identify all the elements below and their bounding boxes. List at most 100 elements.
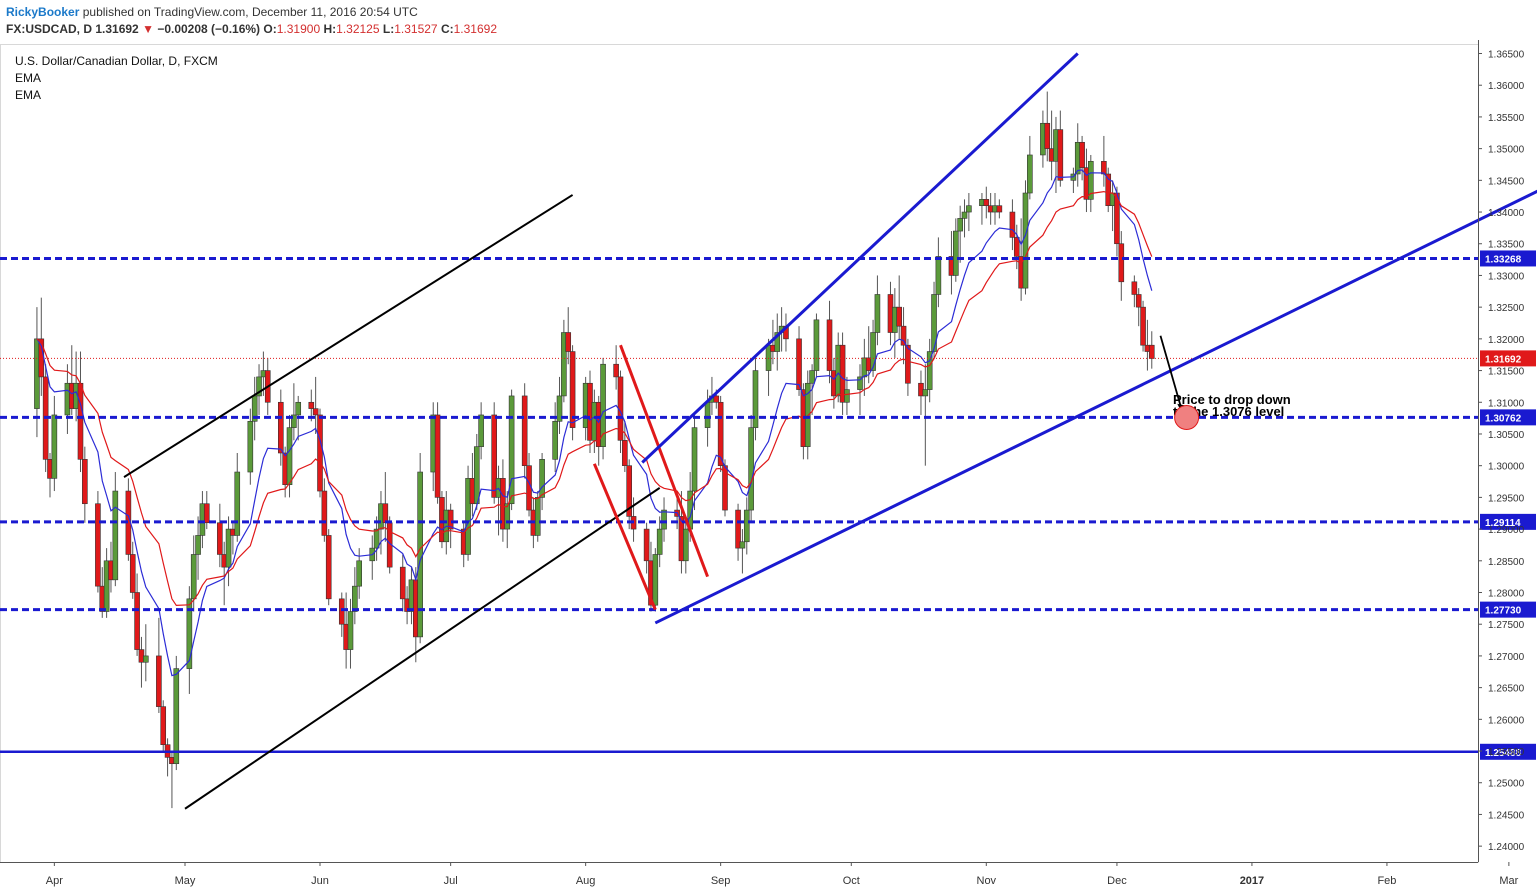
candle-body bbox=[900, 325, 907, 346]
annotation: Price to drop down to the 1.3076 level bbox=[1173, 392, 1291, 430]
y-tick-label: 1.27500 bbox=[1488, 620, 1525, 631]
y-tick-label: 1.28000 bbox=[1488, 589, 1525, 600]
candle-body bbox=[373, 528, 380, 549]
candle bbox=[352, 567, 358, 625]
candle-body bbox=[399, 566, 406, 600]
change-arrow: ▼ bbox=[142, 22, 154, 36]
candle-body bbox=[870, 332, 876, 371]
open-value: 1.31900 bbox=[276, 22, 321, 36]
candle-body bbox=[95, 503, 101, 587]
candle-body bbox=[312, 408, 319, 416]
candle-body bbox=[739, 541, 746, 549]
blue-trendline[interactable] bbox=[641, 52, 1079, 464]
candle bbox=[539, 453, 545, 511]
candle-body bbox=[1148, 344, 1155, 359]
candle-body bbox=[521, 395, 528, 466]
candle-body bbox=[683, 528, 689, 562]
y-tick-label: 1.36000 bbox=[1488, 81, 1525, 92]
level-price-tag bbox=[1480, 601, 1536, 618]
annotation-line-2: to the 1.3076 level bbox=[1173, 404, 1284, 419]
symbol-bar: FX:USDCAD, D 1.31692 ▼ −0.00208 (−0.16%)… bbox=[6, 22, 497, 36]
y-tick-label: 1.35500 bbox=[1488, 113, 1525, 124]
candle-body bbox=[748, 427, 754, 511]
candle-body bbox=[382, 503, 389, 524]
candle bbox=[103, 548, 110, 618]
y-tick-label: 1.33500 bbox=[1488, 240, 1525, 251]
candle-body bbox=[356, 560, 362, 587]
candle bbox=[491, 402, 497, 504]
candle bbox=[652, 548, 659, 612]
y-tick-label: 1.32000 bbox=[1488, 335, 1525, 346]
y-tick-label: 1.26500 bbox=[1488, 684, 1525, 695]
candle-body bbox=[325, 535, 332, 600]
candle-body bbox=[112, 490, 119, 581]
x-tick-label: Dec bbox=[1107, 875, 1127, 887]
candle-body bbox=[352, 585, 358, 612]
candle bbox=[1140, 300, 1146, 352]
current-price-label: 1.31692 bbox=[1485, 354, 1522, 365]
target-circle[interactable] bbox=[1174, 404, 1200, 430]
candle-body bbox=[38, 338, 45, 378]
candle-body bbox=[796, 338, 802, 390]
author-link[interactable]: RickyBooker bbox=[6, 5, 80, 19]
candle bbox=[966, 193, 972, 232]
candle bbox=[874, 275, 881, 346]
y-tick-label: 1.34000 bbox=[1488, 208, 1525, 219]
candle-body bbox=[186, 598, 193, 669]
candle bbox=[813, 313, 820, 377]
published-text: published on TradingView.com, December 1… bbox=[82, 5, 418, 19]
black-trendline[interactable] bbox=[123, 194, 574, 478]
y-tick-label: 1.32500 bbox=[1488, 303, 1525, 314]
candle bbox=[1088, 154, 1094, 213]
y-tick-label: 1.24500 bbox=[1488, 810, 1525, 821]
candle bbox=[569, 345, 576, 441]
x-tick-label: Jun bbox=[311, 875, 329, 887]
series-title: U.S. Dollar/Canadian Dollar, D, FXCM bbox=[15, 54, 218, 68]
candle bbox=[291, 383, 297, 441]
candle bbox=[1057, 110, 1064, 187]
candle-body bbox=[539, 459, 545, 498]
axes: 1.36500 1.36000 1.35500 1.35000 1.34500 1.340… bbox=[0, 40, 1525, 887]
candle bbox=[656, 516, 663, 568]
red-trendline[interactable] bbox=[592, 463, 657, 611]
candle bbox=[160, 700, 167, 752]
y-tick-label: 1.30000 bbox=[1488, 462, 1525, 473]
candle-body bbox=[556, 395, 563, 422]
candle bbox=[225, 516, 232, 587]
y-tick-label: 1.24000 bbox=[1488, 842, 1525, 853]
candle-body bbox=[1105, 173, 1112, 206]
candle-body bbox=[417, 471, 423, 638]
candle bbox=[844, 376, 850, 415]
candle bbox=[347, 598, 354, 669]
candle bbox=[1009, 199, 1016, 251]
candle-body bbox=[190, 554, 197, 600]
candle-body bbox=[473, 446, 480, 505]
black-trendline[interactable] bbox=[184, 487, 661, 810]
candle-body bbox=[1013, 237, 1020, 257]
high-value: 1.32125 bbox=[336, 22, 380, 36]
candle-body bbox=[1118, 243, 1125, 283]
candle bbox=[613, 345, 619, 390]
x-tick-label: 2017 bbox=[1240, 875, 1264, 887]
candle bbox=[1079, 135, 1085, 181]
candle-body bbox=[743, 509, 750, 543]
red-trendline[interactable] bbox=[619, 344, 709, 578]
candle bbox=[1027, 135, 1033, 200]
publish-info: RickyBooker published on TradingView.com… bbox=[6, 5, 418, 19]
close-value: 1.31692 bbox=[453, 22, 498, 36]
candle-body bbox=[661, 509, 667, 530]
arrow-trendline[interactable] bbox=[1159, 335, 1184, 413]
candle bbox=[447, 503, 454, 549]
last-price: 1.31692 bbox=[95, 22, 139, 36]
candle bbox=[900, 307, 907, 365]
candle-body bbox=[338, 598, 345, 625]
symbol-name: FX:USDCAD, D bbox=[6, 22, 92, 36]
candle-body bbox=[656, 528, 663, 555]
blue-trendline[interactable] bbox=[654, 163, 1537, 625]
candle-body bbox=[713, 395, 720, 403]
grid bbox=[0, 44, 1479, 863]
candle bbox=[556, 376, 563, 434]
candle-body bbox=[735, 509, 741, 549]
candle-body bbox=[844, 389, 850, 403]
